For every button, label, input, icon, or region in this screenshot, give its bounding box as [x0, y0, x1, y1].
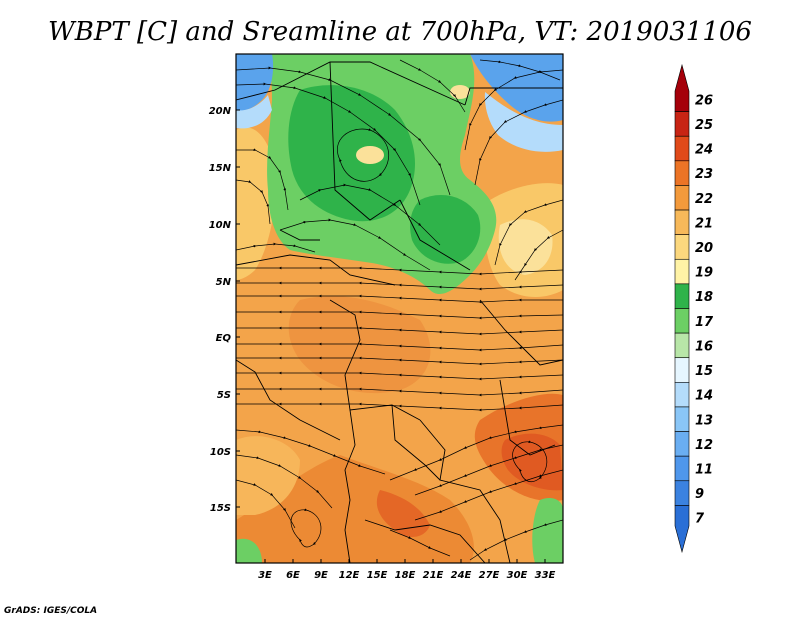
colorbar-label: 14 — [695, 389, 713, 404]
colorbar-cell — [674, 111, 690, 137]
colorbar-label: 18 — [695, 290, 713, 305]
colorbar-cell — [674, 258, 690, 285]
colorbar: 26 25 24 23 22 21 20 19 18 17 16 15 14 13 12 11 9 7 — [674, 63, 714, 554]
colorbar-label: 20 — [695, 241, 713, 256]
grads-credit: GrADS: IGES/COLA — [4, 606, 97, 616]
lon-tick-label: 33E — [535, 570, 556, 581]
lon-tick-label: 6E — [286, 570, 300, 581]
colorbar-label: 15 — [695, 364, 713, 379]
colorbar-cell — [674, 209, 690, 235]
lat-tick-label: 20N — [209, 106, 232, 117]
colorbar-cell — [674, 283, 690, 309]
map-panel: 20N 15N 10N 5N EQ 5S 10S 15S 3E 6E 9E 12… — [209, 53, 564, 581]
colorbar-label: 21 — [695, 216, 713, 231]
colorbar-cell — [674, 185, 690, 211]
lon-tick-label: 21E — [423, 570, 444, 581]
lon-tick-label: 15E — [367, 570, 388, 581]
colorbar-cell — [674, 160, 690, 186]
colorbar-cell — [674, 63, 690, 112]
colorbar-cell — [674, 382, 690, 408]
hot-zone-south — [376, 490, 430, 537]
lat-tick-label: 5S — [217, 390, 231, 401]
colorbar-label: 13 — [695, 413, 713, 428]
lon-tick-label: 27E — [479, 570, 500, 581]
colorbar-label: 24 — [695, 143, 713, 158]
lat-tick-label: 15N — [209, 163, 232, 174]
colorbar-label: 11 — [695, 462, 713, 477]
colorbar-cell — [674, 480, 690, 506]
colorbar-label: 19 — [695, 266, 713, 281]
lon-tick-label: 30E — [507, 570, 528, 581]
dark-green-east — [410, 195, 481, 264]
lat-tick-label: 10S — [210, 447, 231, 458]
colorbar-label: 16 — [695, 339, 713, 354]
colorbar-label: 9 — [695, 487, 704, 502]
green-patch-southwest — [236, 538, 262, 563]
colorbar-cell — [674, 406, 690, 432]
colorbar-cell — [674, 234, 690, 260]
colorbar-label: 7 — [695, 512, 705, 527]
colorbar-label: 12 — [695, 438, 713, 453]
lat-tick-label: 5N — [216, 277, 232, 288]
colorbar-cell — [674, 308, 690, 334]
colorbar-label: 17 — [695, 315, 714, 330]
latitude-axis: 20N 15N 10N 5N EQ 5S 10S 15S — [209, 106, 240, 514]
map-frame — [235, 53, 564, 564]
warm-spot-north — [356, 146, 384, 164]
colorbar-label: 22 — [695, 192, 713, 207]
colorbar-cell — [674, 357, 690, 383]
lon-tick-label: 9E — [314, 570, 328, 581]
colorbar-cell — [674, 332, 690, 359]
green-patch-southeast — [532, 498, 563, 563]
lon-tick-label: 3E — [258, 570, 272, 581]
colorbar-cell — [674, 455, 690, 482]
lon-tick-label: 12E — [339, 570, 360, 581]
longitude-axis: 3E 6E 9E 12E 15E 18E 21E 24E 27E 30E 33E — [258, 559, 556, 581]
colorbar-cell — [674, 505, 690, 554]
colorbar-label: 23 — [695, 167, 713, 182]
colorbar-cell — [674, 135, 690, 162]
colorbar-label: 26 — [695, 93, 713, 108]
chart-title: WBPT [C] and Sreamline at 700hPa, VT: 20… — [48, 17, 752, 47]
lat-tick-label: 10N — [209, 220, 232, 231]
lat-tick-label: EQ — [216, 333, 232, 344]
streamlines — [236, 59, 563, 561]
lon-tick-label: 24E — [451, 570, 472, 581]
colorbar-label: 25 — [695, 118, 713, 133]
cool-zone-northwest — [236, 95, 272, 129]
lon-tick-label: 18E — [395, 570, 416, 581]
lat-tick-label: 15S — [210, 503, 231, 514]
colorbar-cell — [674, 431, 690, 457]
